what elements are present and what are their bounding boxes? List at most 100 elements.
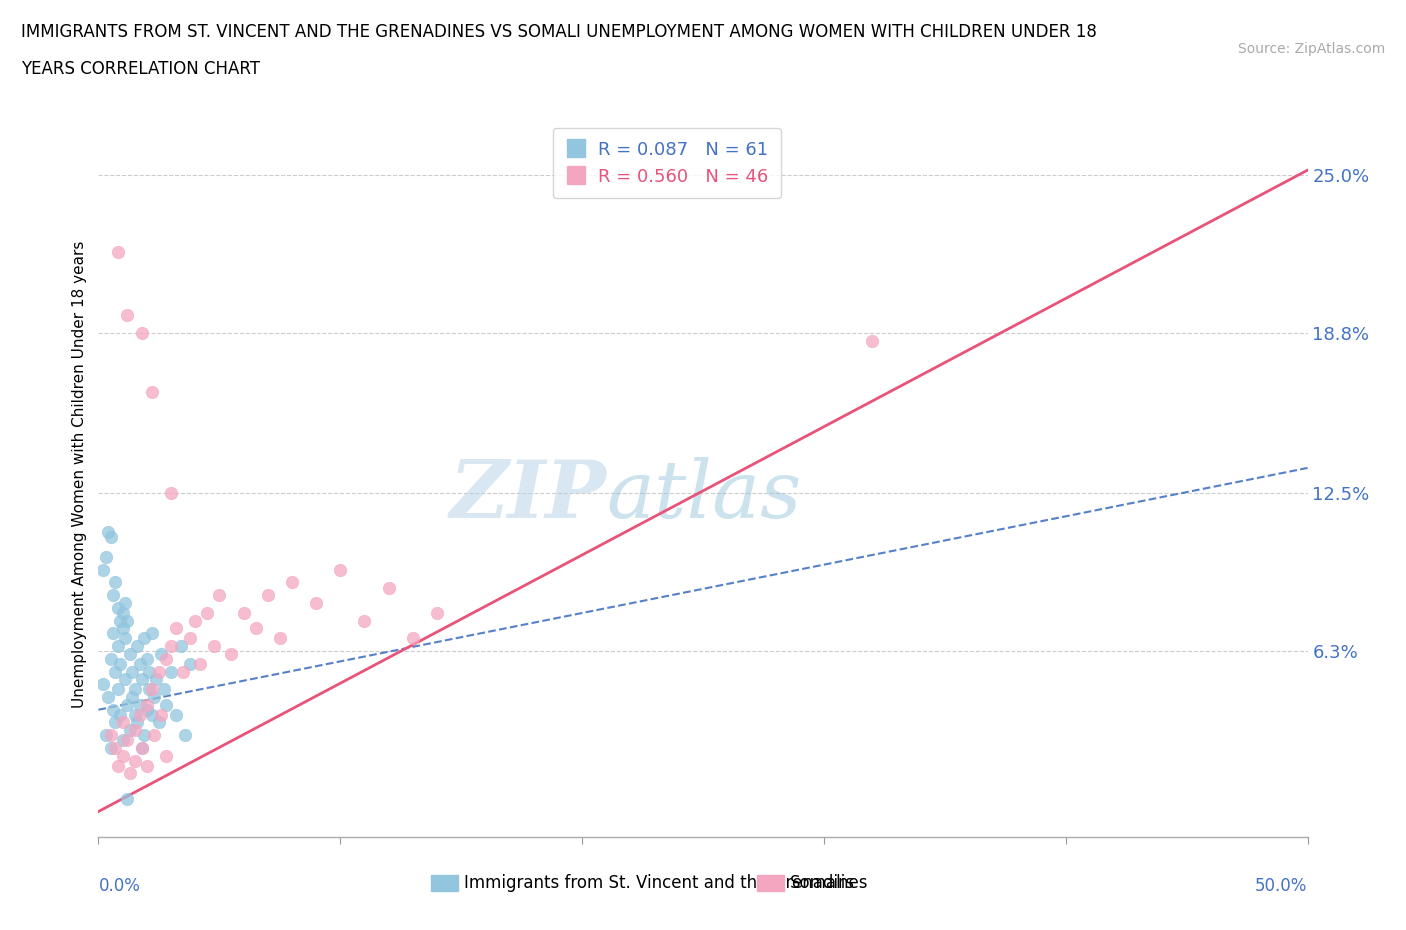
Bar: [432, 875, 457, 891]
Point: [184, 613, 207, 628]
Point: [128, 698, 150, 712]
Point: [138, 682, 160, 697]
Point: [104, 664, 127, 679]
Point: [221, 646, 243, 661]
Text: 0.0%: 0.0%: [98, 877, 141, 895]
Point: [117, 733, 139, 748]
Point: [305, 595, 328, 610]
Point: [108, 613, 131, 628]
Point: [188, 657, 211, 671]
Point: [135, 651, 157, 666]
Point: [128, 708, 150, 723]
Point: [94, 550, 117, 565]
Point: [179, 657, 201, 671]
Point: [117, 791, 139, 806]
Y-axis label: Unemployment Among Women with Children Under 18 years: Unemployment Among Women with Children U…: [72, 241, 87, 708]
Point: [101, 588, 124, 603]
Point: [91, 563, 114, 578]
Point: [107, 639, 129, 654]
Point: [143, 728, 166, 743]
Point: [353, 613, 375, 628]
Point: [160, 664, 183, 679]
Point: [104, 740, 127, 755]
Point: [104, 575, 127, 590]
Point: [179, 631, 201, 646]
Point: [860, 333, 883, 348]
Point: [174, 728, 197, 743]
Point: [148, 664, 170, 679]
Text: atlas: atlas: [606, 458, 801, 535]
Point: [134, 631, 156, 646]
Point: [97, 525, 120, 539]
Point: [124, 708, 146, 723]
Point: [124, 753, 146, 768]
Point: [232, 605, 254, 620]
Point: [107, 682, 129, 697]
Point: [172, 664, 194, 679]
Point: [114, 671, 136, 686]
Point: [155, 651, 177, 666]
Point: [94, 728, 117, 743]
Point: [141, 708, 163, 723]
Point: [128, 657, 150, 671]
Point: [135, 758, 157, 773]
Point: [160, 486, 183, 501]
Point: [169, 639, 191, 654]
Point: [256, 588, 278, 603]
Point: [100, 740, 122, 755]
Point: [155, 748, 177, 763]
Point: [150, 708, 173, 723]
Point: [127, 639, 149, 654]
Point: [100, 529, 122, 544]
Point: [245, 621, 267, 636]
Text: Somalis: Somalis: [790, 874, 855, 893]
Point: [281, 575, 304, 590]
Point: [111, 605, 134, 620]
Point: [131, 740, 153, 755]
Point: [426, 605, 449, 620]
Point: [118, 723, 141, 737]
Point: [118, 646, 141, 661]
Point: [269, 631, 291, 646]
Point: [97, 689, 120, 704]
Point: [402, 631, 425, 646]
Text: YEARS CORRELATION CHART: YEARS CORRELATION CHART: [21, 60, 260, 78]
Point: [108, 708, 131, 723]
Point: [204, 639, 226, 654]
Point: [111, 715, 134, 730]
Point: [141, 626, 163, 641]
Point: [91, 677, 114, 692]
Point: [208, 588, 231, 603]
Point: [101, 702, 124, 717]
Point: [131, 671, 153, 686]
Point: [141, 682, 163, 697]
Point: [107, 758, 129, 773]
Point: [121, 689, 143, 704]
Legend: R = 0.087   N = 61, R = 0.560   N = 46: R = 0.087 N = 61, R = 0.560 N = 46: [553, 128, 780, 198]
Text: Immigrants from St. Vincent and the Grenadines: Immigrants from St. Vincent and the Gren…: [464, 874, 868, 893]
Point: [114, 595, 136, 610]
Point: [124, 723, 146, 737]
Point: [117, 308, 139, 323]
Point: [131, 326, 153, 340]
Point: [138, 664, 160, 679]
Point: [101, 626, 124, 641]
Point: [124, 682, 146, 697]
Point: [114, 631, 136, 646]
Point: [141, 384, 163, 399]
Point: [111, 748, 134, 763]
Point: [135, 698, 157, 712]
Point: [165, 708, 187, 723]
Point: [377, 580, 399, 595]
Point: [131, 740, 153, 755]
Point: [329, 563, 352, 578]
Point: [134, 728, 156, 743]
Point: [148, 715, 170, 730]
Point: [195, 605, 218, 620]
Point: [121, 664, 143, 679]
Point: [127, 715, 149, 730]
Point: [117, 698, 139, 712]
Text: IMMIGRANTS FROM ST. VINCENT AND THE GRENADINES VS SOMALI UNEMPLOYMENT AMONG WOME: IMMIGRANTS FROM ST. VINCENT AND THE GREN…: [21, 23, 1097, 41]
Point: [135, 702, 157, 717]
Bar: [758, 875, 785, 891]
